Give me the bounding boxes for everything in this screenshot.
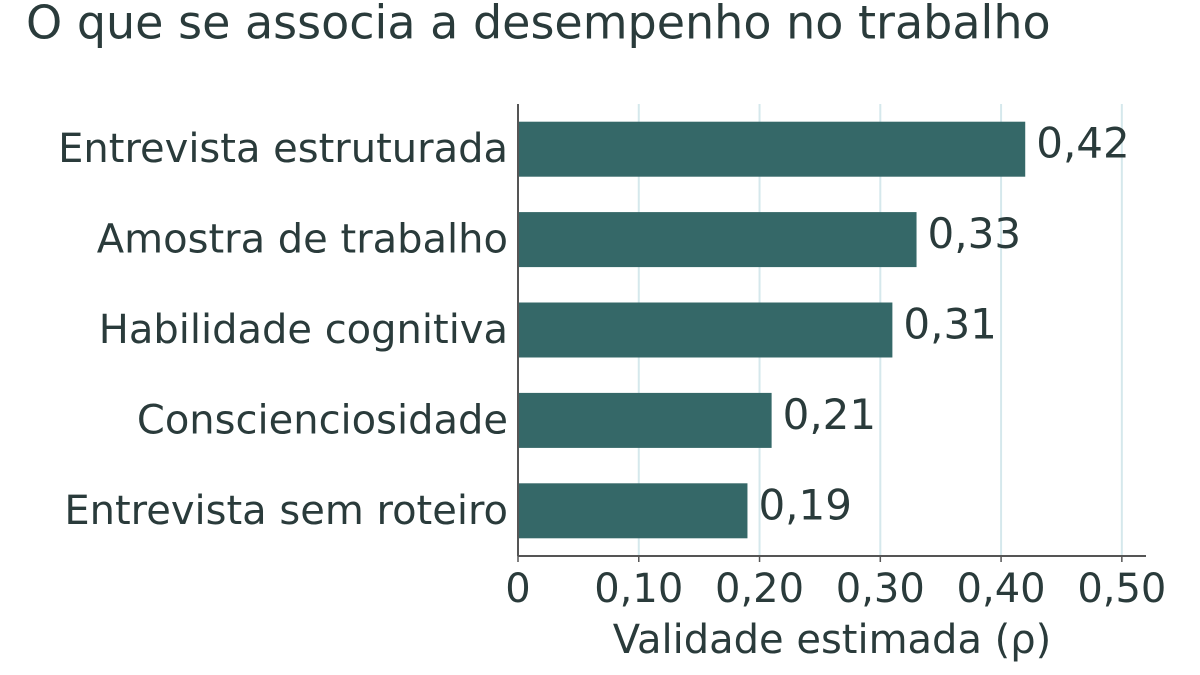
value-label: 0,21 xyxy=(783,390,877,439)
x-tick-label: 0,20 xyxy=(715,566,804,612)
value-label: 0,19 xyxy=(758,480,852,529)
bar xyxy=(518,302,893,358)
x-tick-label: 0,40 xyxy=(957,566,1046,612)
x-tick-label: 0,10 xyxy=(594,566,683,612)
bar xyxy=(518,483,748,539)
y-tick-label: Entrevista estruturada xyxy=(58,126,508,172)
y-tick-label: Habilidade cognitiva xyxy=(99,307,508,353)
x-axis-label: Validade estimada (ρ) xyxy=(613,617,1052,663)
y-tick-label: Conscienciosidade xyxy=(137,397,508,443)
value-label: 0,42 xyxy=(1036,119,1130,168)
bar xyxy=(518,392,772,448)
x-tick-label: 0 xyxy=(505,566,530,612)
bar xyxy=(518,121,1026,177)
value-label: 0,31 xyxy=(903,300,997,349)
y-tick-label: Entrevista sem roteiro xyxy=(64,488,508,534)
x-tick-label: 0,50 xyxy=(1077,566,1166,612)
bar xyxy=(518,212,917,268)
x-tick-label: 0,30 xyxy=(836,566,925,612)
chart-title: O que se associa a desempenho no trabalh… xyxy=(26,0,1051,50)
y-tick-label: Amostra de trabalho xyxy=(97,217,508,263)
value-label: 0,33 xyxy=(928,209,1022,258)
